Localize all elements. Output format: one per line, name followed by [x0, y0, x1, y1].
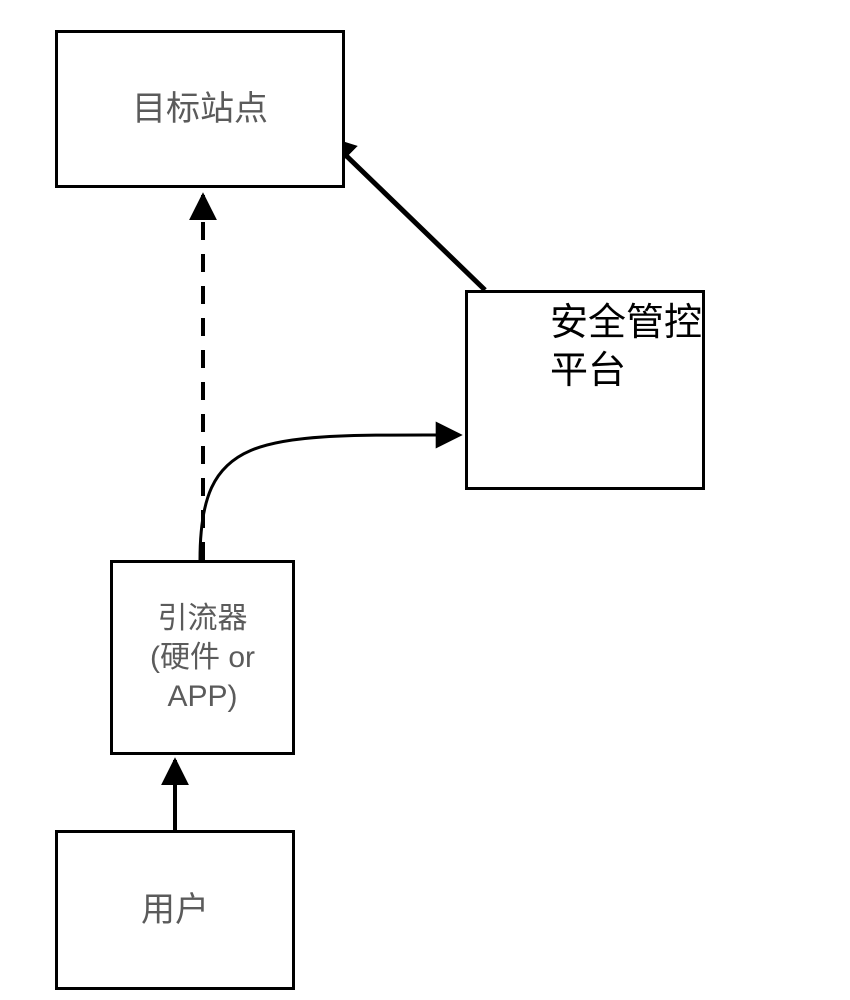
diverter-label-line1: 引流器 — [158, 602, 248, 635]
node-diverter-label: 引流器 (硬件 or APP) — [150, 599, 255, 716]
edge-diverter-to-platform-curve — [200, 435, 460, 560]
platform-label-line1: 安全管控 — [550, 302, 702, 344]
node-user-label: 用户 — [141, 888, 209, 932]
diverter-label-line2: (硬件 or — [150, 641, 255, 674]
platform-outside-label: 安全管控 平台 — [550, 300, 702, 395]
node-target-site: 目标站点 — [55, 30, 345, 188]
edge-platform-to-target — [330, 140, 485, 290]
diagram-canvas: 目标站点 引流器 (硬件 or APP) 用户 安全管控 平台 — [0, 0, 850, 1000]
node-target-label: 目标站点 — [132, 87, 268, 131]
platform-label-line2: 平台 — [550, 350, 626, 392]
diverter-label-line3: APP) — [167, 680, 237, 713]
node-diverter: 引流器 (硬件 or APP) — [110, 560, 295, 755]
node-user: 用户 — [55, 830, 295, 990]
